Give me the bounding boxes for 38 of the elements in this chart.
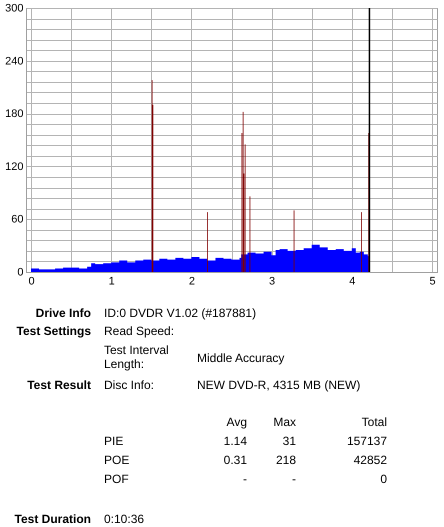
text: ID:0 DVDR V1.02 (#187881)	[104, 306, 256, 320]
text: 0	[380, 472, 387, 486]
text: 218	[276, 453, 296, 467]
text: 42852	[354, 453, 387, 467]
text: 0.31	[224, 453, 247, 467]
text: Max	[273, 415, 296, 429]
text: Disc Info:	[104, 378, 154, 392]
text: PIE	[104, 434, 124, 448]
x-tick-label: 4	[349, 276, 356, 288]
text: Middle Accuracy	[197, 351, 284, 365]
text: POE	[104, 453, 130, 467]
text: POF	[104, 472, 129, 486]
x-tick-label: 2	[188, 276, 195, 288]
y-tick-label: 240	[5, 55, 24, 68]
text: 0:10:36	[104, 512, 144, 526]
x-tick-label: 5	[429, 276, 436, 288]
y-tick-label: 0	[17, 266, 24, 278]
y-tick-label: 120	[5, 160, 24, 173]
text: 31	[282, 434, 296, 448]
text: NEW DVD-R, 4315 MB (NEW)	[197, 378, 360, 392]
text: Total	[362, 415, 387, 429]
x-tick-label: 3	[269, 276, 276, 288]
x-tick-label: 0	[28, 276, 35, 288]
text: Test Settings	[16, 324, 91, 338]
text: Avg	[226, 415, 247, 429]
y-tick-label: 180	[5, 108, 24, 120]
text: 1.14	[224, 434, 247, 448]
text: -	[292, 472, 296, 486]
text: Test Interval Length:	[104, 343, 170, 371]
text: Test Duration	[14, 512, 91, 526]
x-tick-label: 1	[108, 276, 115, 288]
text: Read Speed:	[104, 324, 174, 338]
text: Drive Info	[36, 306, 91, 320]
text: -	[243, 472, 247, 486]
y-tick-label: 60	[11, 214, 24, 226]
text: Test Result	[27, 378, 91, 392]
y-tick-label: 300	[5, 2, 24, 14]
text: 157137	[346, 434, 387, 448]
